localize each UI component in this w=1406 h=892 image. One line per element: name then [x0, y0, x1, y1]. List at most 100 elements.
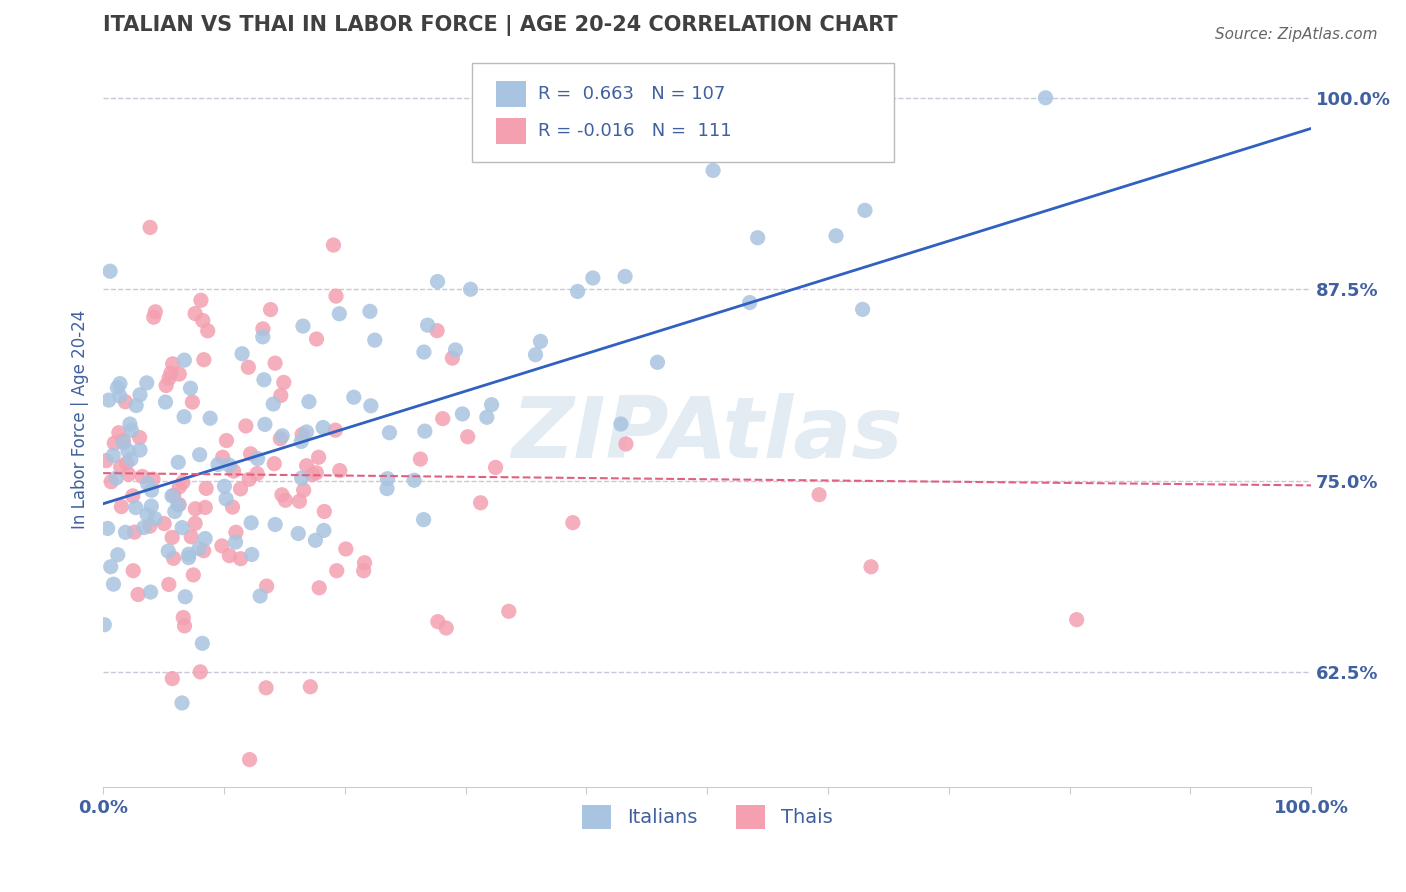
Point	[124, 525, 146, 540]
Point	[853, 203, 876, 218]
Point	[191, 636, 214, 650]
Point	[188, 541, 211, 556]
Point	[120, 452, 142, 467]
Point	[325, 423, 347, 437]
Point	[131, 469, 153, 483]
Point	[155, 395, 177, 409]
Point	[125, 399, 148, 413]
Point	[239, 753, 262, 767]
Point	[412, 345, 434, 359]
Point	[172, 521, 194, 535]
Point	[141, 483, 163, 498]
Point	[172, 610, 194, 624]
Point	[256, 579, 278, 593]
Point	[110, 500, 132, 514]
Point	[825, 228, 848, 243]
Point	[117, 443, 139, 458]
Point	[163, 504, 186, 518]
Point	[173, 409, 195, 424]
Point	[475, 410, 498, 425]
Point	[167, 455, 190, 469]
Point	[292, 483, 315, 497]
Point	[252, 330, 274, 344]
Point	[413, 424, 436, 438]
Point	[314, 504, 336, 518]
Point	[193, 543, 215, 558]
Point	[162, 357, 184, 371]
Point	[108, 389, 131, 403]
Point	[404, 473, 426, 487]
Point	[143, 511, 166, 525]
Point	[426, 324, 449, 338]
Point	[252, 322, 274, 336]
Point	[162, 672, 184, 686]
Text: R = -0.016   N =  111: R = -0.016 N = 111	[538, 122, 731, 140]
Point	[100, 475, 122, 489]
Point	[211, 539, 233, 553]
Point	[142, 472, 165, 486]
Point	[231, 347, 253, 361]
Point	[375, 482, 398, 496]
Point	[142, 310, 165, 325]
Point	[183, 568, 205, 582]
Point	[460, 282, 482, 296]
Point	[121, 489, 143, 503]
Point	[112, 435, 135, 450]
Point	[169, 480, 191, 494]
Point	[115, 456, 138, 470]
Point	[215, 491, 238, 506]
Point	[112, 434, 135, 448]
Point	[852, 302, 875, 317]
Point	[263, 457, 285, 471]
Point	[253, 417, 276, 432]
Point	[172, 475, 194, 490]
Point	[235, 419, 257, 434]
Point	[360, 399, 382, 413]
Point	[132, 520, 155, 534]
Point	[225, 535, 247, 549]
Point	[614, 269, 637, 284]
Point	[167, 498, 190, 512]
Point	[295, 458, 318, 473]
Point	[647, 355, 669, 369]
Point	[291, 471, 314, 485]
Point	[155, 378, 177, 392]
Point	[529, 334, 551, 349]
Point	[136, 508, 159, 522]
Text: ZIPAtlas: ZIPAtlas	[512, 392, 903, 475]
Point	[211, 450, 233, 465]
Point	[100, 559, 122, 574]
Point	[378, 425, 401, 440]
Point	[409, 452, 432, 467]
Point	[120, 423, 142, 437]
Point	[412, 513, 434, 527]
Point	[103, 449, 125, 463]
Point	[498, 604, 520, 618]
Point	[128, 431, 150, 445]
Point	[1035, 91, 1057, 105]
Point	[308, 450, 330, 465]
Point	[312, 420, 335, 434]
Point	[301, 467, 323, 482]
Point	[614, 437, 637, 451]
Point	[295, 425, 318, 439]
Point	[170, 696, 193, 710]
Point	[194, 532, 217, 546]
Point	[859, 559, 882, 574]
Point	[738, 295, 761, 310]
Point	[110, 459, 132, 474]
Point	[169, 367, 191, 381]
Point	[264, 356, 287, 370]
Point	[288, 494, 311, 508]
FancyBboxPatch shape	[471, 62, 894, 162]
Point	[702, 163, 724, 178]
Point	[139, 585, 162, 599]
FancyBboxPatch shape	[496, 118, 526, 144]
Point	[114, 394, 136, 409]
Point	[229, 551, 252, 566]
Point	[343, 390, 366, 404]
Point	[98, 264, 121, 278]
Point	[114, 525, 136, 540]
Point	[173, 619, 195, 633]
Point	[93, 617, 115, 632]
